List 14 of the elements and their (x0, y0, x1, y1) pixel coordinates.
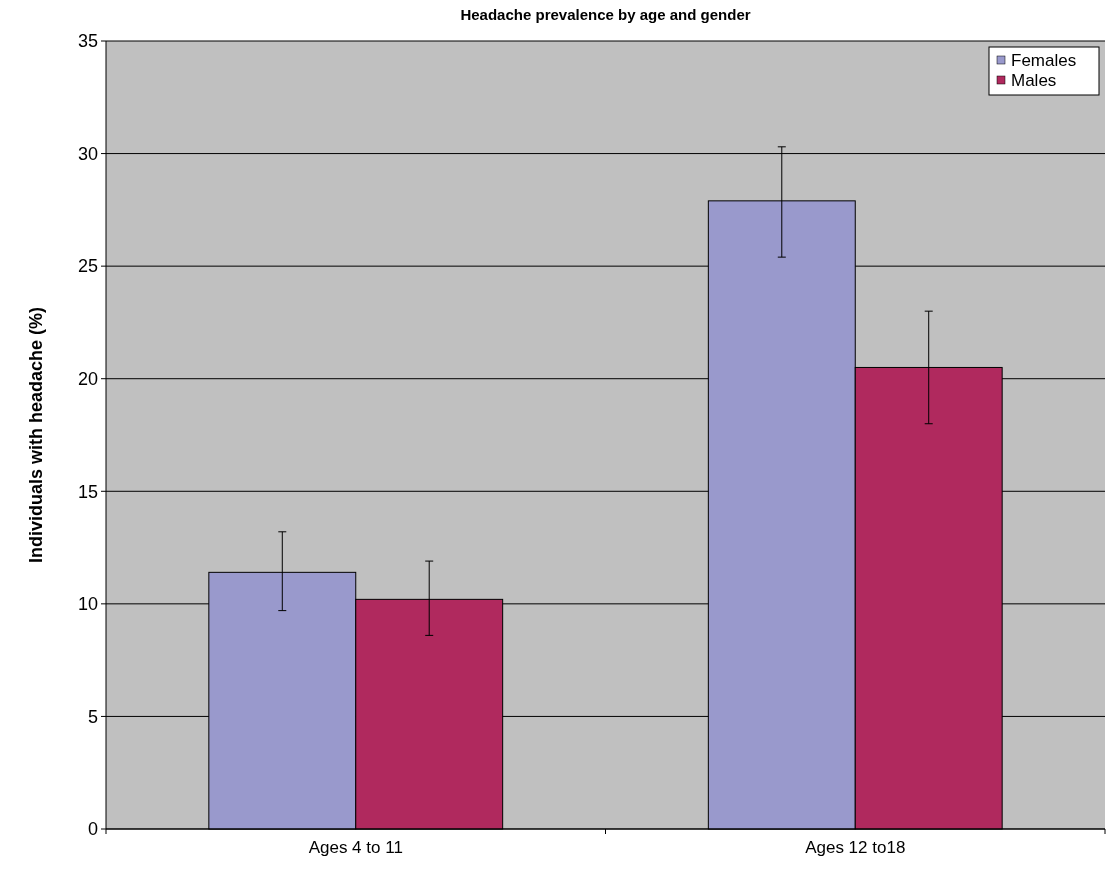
y-axis-title: Individuals with headache (%) (26, 306, 46, 564)
y-tick-label: 35 (77, 31, 98, 52)
y-tick-label: 15 (77, 481, 98, 502)
legend-label: Females (1011, 50, 1077, 70)
y-tick-label: 25 (77, 256, 98, 277)
legend-label: Males (1011, 70, 1057, 90)
y-tick-label: 0 (87, 819, 98, 840)
y-tick-label: 5 (87, 706, 98, 727)
y-tick-label: 20 (77, 369, 98, 390)
x-tick-label: Ages 12 to18 (805, 838, 906, 857)
chart-title: Headache prevalence by age and gender (460, 6, 751, 23)
y-tick-label: 30 (77, 143, 98, 164)
x-tick-label: Ages 4 to 11 (308, 838, 403, 857)
y-tick-label: 10 (77, 594, 98, 615)
